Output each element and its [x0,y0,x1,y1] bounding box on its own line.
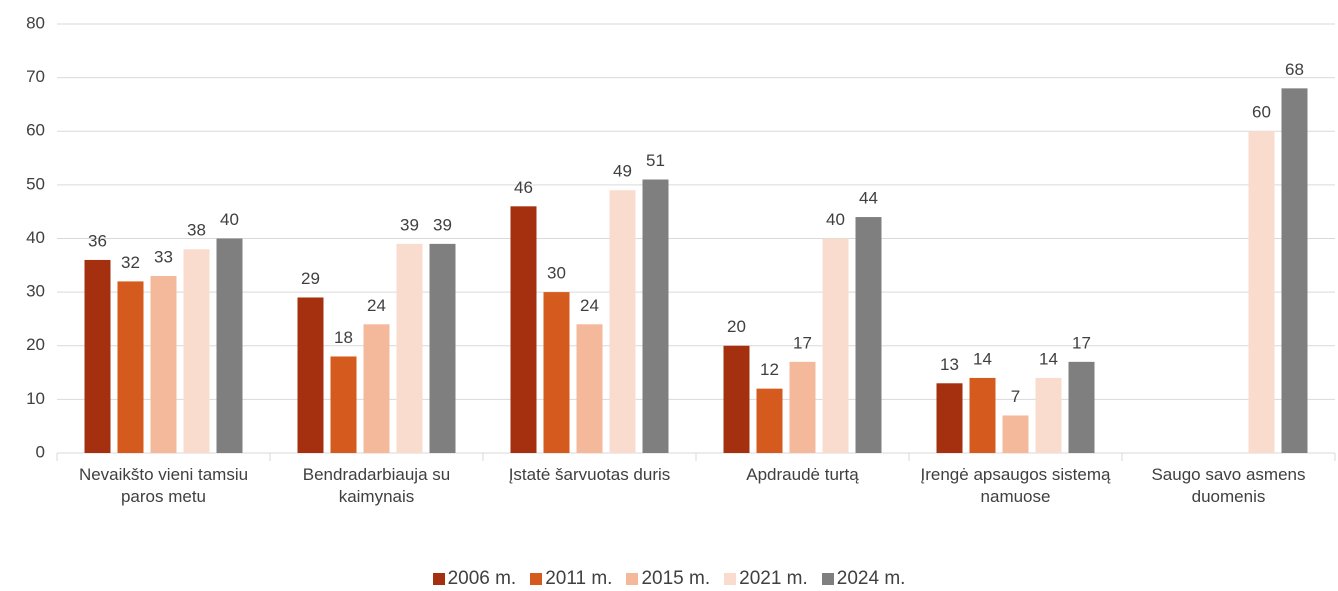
bar [576,324,603,453]
bar [84,259,111,453]
value-label: 32 [121,253,140,272]
bar [609,190,636,454]
y-tick-label: 10 [26,389,45,408]
value-label: 39 [433,215,452,234]
value-label: 40 [220,210,239,229]
x-tick-label: Saugo savo asmens duomenis [1151,465,1306,506]
value-label: 12 [760,360,779,379]
legend-label: 2024 m. [836,568,906,589]
bar [510,206,537,453]
value-label: 13 [940,355,959,374]
bar [183,249,210,453]
bar [1068,361,1095,453]
legend-swatch [432,573,445,585]
bar [642,179,669,453]
legend-label: 2011 m. [545,568,613,589]
legend: 2006 m. 2011 m. 2015 m. 2021 m. 2024 m. [0,568,1338,590]
bar [789,361,816,453]
value-label: 29 [301,269,320,288]
bar [756,388,783,453]
legend-label: 2015 m. [641,568,711,589]
bar [216,238,243,453]
bar [117,281,144,453]
value-label: 17 [793,333,812,352]
value-label: 14 [1039,349,1058,368]
legend-swatch [724,573,737,585]
bar [363,324,390,453]
legend-item: 2024 m. [821,568,906,590]
x-tick-label: Bendradarbiauja su kaimynais [302,465,451,506]
value-label: 14 [973,349,992,368]
value-label: 36 [88,231,107,250]
y-tick-label: 20 [26,335,45,354]
value-label: 20 [727,317,746,336]
y-tick-label: 70 [26,67,45,86]
value-label: 39 [400,215,419,234]
y-tick-label: 40 [26,228,45,247]
legend-item: 2021 m. [724,568,808,590]
y-tick-label: 0 [36,442,45,461]
x-tick-label: Nevaikšto vieni tamsiu paros metu [78,465,249,506]
bar [396,243,423,453]
bar [297,297,324,453]
value-label: 46 [514,178,533,197]
value-label: 51 [646,151,665,170]
value-label: 49 [613,162,632,181]
legend-item: 2011 m. [530,568,612,590]
value-label: 38 [187,221,206,240]
y-tick-label: 30 [26,282,45,301]
value-label: 30 [547,264,566,283]
bar [969,377,996,453]
value-label: 18 [334,328,353,347]
bar [936,383,963,453]
value-label: 17 [1072,333,1091,352]
bar [822,238,849,453]
value-label: 7 [1011,387,1020,406]
bar [1281,88,1308,453]
value-label: 40 [826,210,845,229]
bar [1248,131,1275,453]
y-tick-label: 50 [26,174,45,193]
x-tick-label: Įstatė šarvuotas duris [508,465,671,484]
value-label: 33 [154,248,173,267]
bar [150,276,177,453]
legend-label: 2021 m. [739,568,808,589]
bar [855,217,882,453]
legend-swatch [626,573,639,585]
x-tick-label: Apdraudė turtą [746,465,859,484]
legend-swatch [821,573,834,585]
bar [330,356,357,453]
bar [1002,415,1029,453]
value-label: 24 [580,296,599,315]
x-tick-label: Įrengė apsaugos sistemą namuose [920,465,1111,506]
y-tick-label: 80 [26,13,45,32]
legend-label: 2006 m. [447,568,517,589]
bar [1035,377,1062,453]
value-label: 60 [1252,103,1271,122]
bar [543,292,570,453]
value-label: 24 [367,296,386,315]
bar [429,243,456,453]
value-label: 44 [859,189,878,208]
legend-item: 2006 m. [432,568,517,590]
y-tick-label: 60 [26,121,45,140]
legend-swatch [530,573,543,585]
value-label: 68 [1285,60,1304,79]
bar [723,345,750,453]
legend-item: 2015 m. [626,568,710,590]
